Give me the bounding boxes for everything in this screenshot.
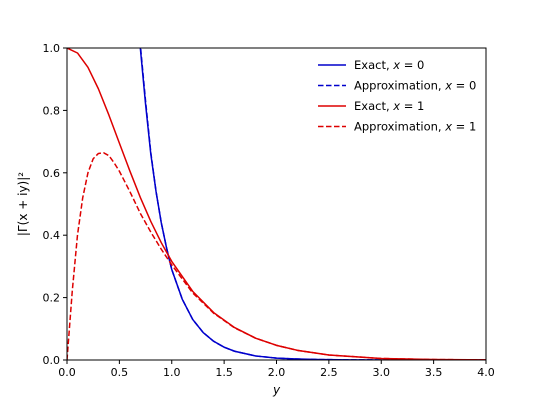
legend: Exact, x = 0 Approximation, x = 0 Exact, x…: [318, 58, 476, 134]
x-axis: 0.0 0.5 1.0 1.5 2.0 2.5 3.0 3.5 4.0: [58, 360, 495, 379]
x-tick-label: 4.0: [477, 366, 495, 379]
y-axis-label: |Γ(x + iy)|²: [16, 172, 30, 236]
y-tick-label: 0.6: [43, 167, 61, 180]
plot-area: [67, 48, 486, 360]
series-line-2: [139, 48, 486, 360]
y-tick-label: 0.2: [43, 292, 61, 305]
series-line-4: [67, 152, 486, 360]
x-tick-label: 3.5: [425, 366, 443, 379]
x-tick-label: 1.5: [215, 366, 233, 379]
series-line-3: [67, 48, 486, 360]
legend-label-3: Exact, x = 1: [354, 99, 424, 113]
x-tick-label: 2.0: [268, 366, 286, 379]
x-axis-label: y: [272, 383, 281, 397]
y-tick-label: 1.0: [43, 42, 61, 55]
y-axis: 0.0 0.2 0.4 0.6 0.8 1.0: [43, 42, 67, 367]
legend-label-1: Exact, x = 0: [354, 58, 424, 72]
x-tick-label: 3.0: [373, 366, 391, 379]
y-tick-label: 0.4: [43, 229, 61, 242]
legend-label-4: Approximation, x = 1: [354, 120, 476, 134]
x-tick-label: 0.5: [111, 366, 129, 379]
x-tick-label: 2.5: [320, 366, 338, 379]
x-tick-label: 0.0: [58, 366, 76, 379]
y-tick-label: 0.0: [43, 354, 61, 367]
x-tick-label: 1.0: [163, 366, 181, 379]
legend-label-2: Approximation, x = 0: [354, 79, 476, 93]
y-tick-label: 0.8: [43, 104, 61, 117]
